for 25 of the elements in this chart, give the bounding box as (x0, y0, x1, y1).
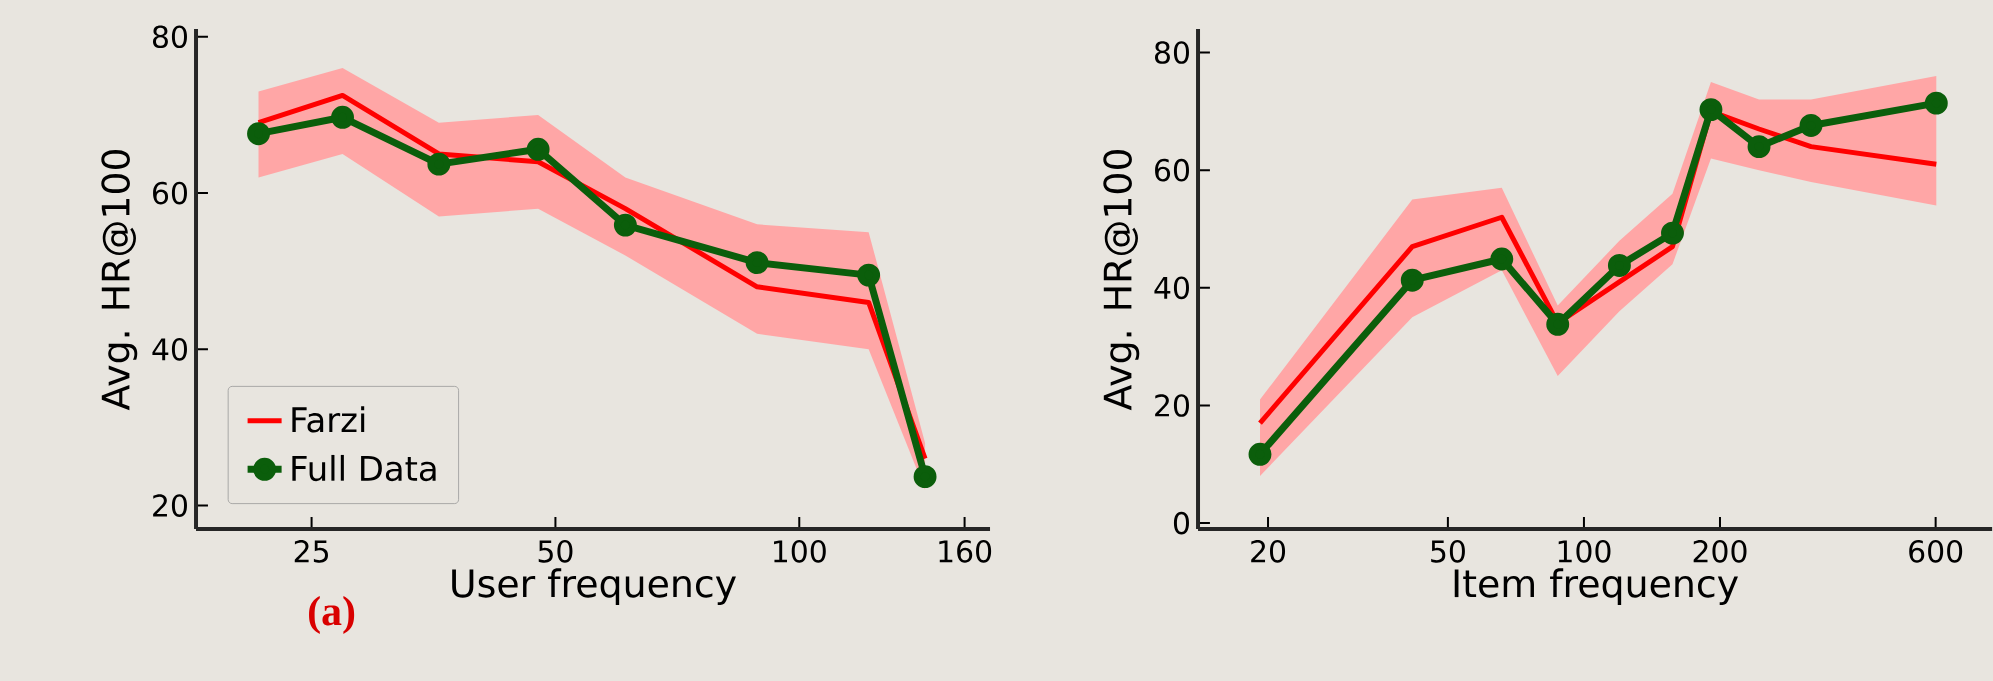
text: (a) (309, 595, 355, 634)
x-tick-label: 25 (294, 540, 328, 563)
legend-label: Farzi (292, 406, 365, 433)
y-tick-label: 40 (1154, 276, 1189, 300)
y-axis-title: Avg. HR@100 (1103, 149, 1140, 411)
y-tick-label: 20 (1155, 394, 1189, 417)
y-axis-title: Avg. HR@100 (101, 149, 138, 411)
x-tick-label: 160 (939, 540, 992, 563)
x-tick-label: 100 (1558, 540, 1611, 563)
x-tick-label: 20 (1251, 540, 1286, 563)
x-axis-title: Item frequency (1454, 568, 1738, 605)
x-axis-title: User frequency (452, 568, 736, 605)
x-tick-label: 200 (1693, 540, 1747, 563)
x-tick-label: 600 (1909, 540, 1963, 563)
y-tick-label: 60 (153, 181, 187, 205)
x-tick-label: 50 (538, 540, 573, 563)
y-tick-label: 80 (1154, 41, 1189, 64)
x-tick-label: 50 (1431, 540, 1465, 563)
legend-label: Full Data (292, 454, 436, 482)
y-tick-label: 20 (153, 494, 187, 517)
y-tick-label: 40 (152, 338, 187, 361)
y-tick-label: 80 (152, 25, 187, 49)
x-tick-label: 100 (774, 540, 826, 563)
y-tick-label: 0 (1173, 511, 1189, 535)
y-tick-label: 60 (1155, 158, 1189, 182)
